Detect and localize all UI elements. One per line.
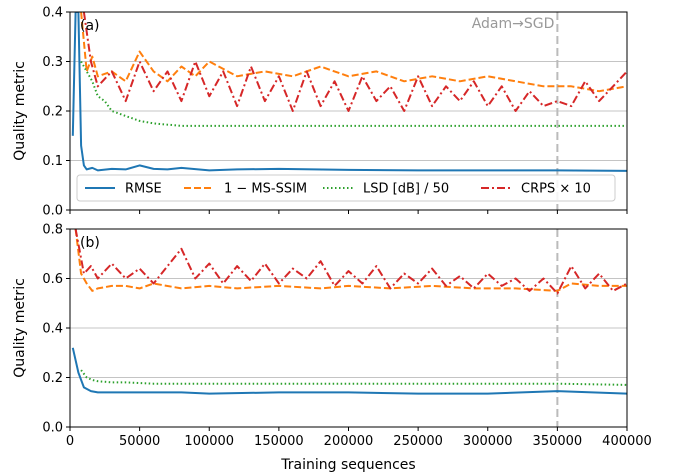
- panel-b-series-rmse: [71, 347, 627, 395]
- panel-a-axes: 0.0 0.1 0.2 0.3 0.4 Quality metric (a) Adam→SGD…: [12, 6, 628, 219]
- legend-label-rmse: RMSE: [125, 182, 162, 197]
- panel-a-series-rmse: [71, 12, 627, 172]
- adam-sgd-annotation: Adam→SGD: [472, 16, 555, 32]
- panel-a-series-crps: [82, 12, 627, 112]
- panel-a-ylabel: Quality metric: [12, 61, 28, 161]
- x-tick-label: 150000: [254, 434, 304, 449]
- panel-a-ytick-label: 0.1: [42, 154, 63, 169]
- legend-label-crps: CRPS × 10: [521, 182, 591, 197]
- x-tick-label: 400000: [602, 434, 652, 449]
- panel-b-label: (b): [80, 235, 100, 251]
- panel-a-series-group: [71, 12, 627, 172]
- panel-a-series-msssim: [80, 12, 627, 93]
- x-tick-label: 100000: [184, 434, 234, 449]
- panel-b-series-lsd: [80, 369, 627, 386]
- panel-b-ytick-label: 0.8: [42, 223, 63, 238]
- panel-a-ytick-label: 0.4: [42, 6, 63, 21]
- panel-b-ytick-label: 0.6: [42, 272, 63, 287]
- x-tick-label: 0: [66, 434, 74, 449]
- x-tick-label: 50000: [119, 434, 160, 449]
- panel-a-ytick-label: 0.3: [42, 55, 63, 70]
- panel-b-ytick-label: 0.4: [42, 322, 63, 337]
- panel-a-ytick-label: 0.2: [42, 105, 63, 120]
- x-tick-label: 350000: [533, 434, 583, 449]
- legend-label-lsd: LSD [dB] / 50: [363, 182, 449, 197]
- panel-b-ytick-label: 0.2: [42, 371, 63, 386]
- x-tick-label: 300000: [463, 434, 513, 449]
- panel-b-axes: 0.0 0.2 0.4 0.6 0.8 0 50000 100000 150000 200000 2…: [12, 223, 652, 450]
- panel-a-label: (a): [80, 18, 100, 34]
- panel-b-series-msssim: [74, 229, 627, 292]
- x-tick-label: 250000: [393, 434, 443, 449]
- legend: RMSE 1 − MS-SSIM LSD [dB] / 50 CRPS × 10: [76, 174, 616, 202]
- x-axis-label: Training sequences: [280, 457, 415, 473]
- panel-b-ytick-label: 0.0: [42, 421, 63, 436]
- panel-b-series-crps: [74, 229, 627, 295]
- legend-box: [76, 174, 616, 202]
- x-tick-label: 200000: [324, 434, 374, 449]
- legend-label-msssim: 1 − MS-SSIM: [224, 182, 307, 197]
- panel-b-series-group: [71, 229, 627, 395]
- panel-b-ylabel: Quality metric: [12, 278, 28, 378]
- panel-a-series-lsd: [80, 61, 627, 127]
- panel-a-ytick-label: 0.0: [42, 204, 63, 219]
